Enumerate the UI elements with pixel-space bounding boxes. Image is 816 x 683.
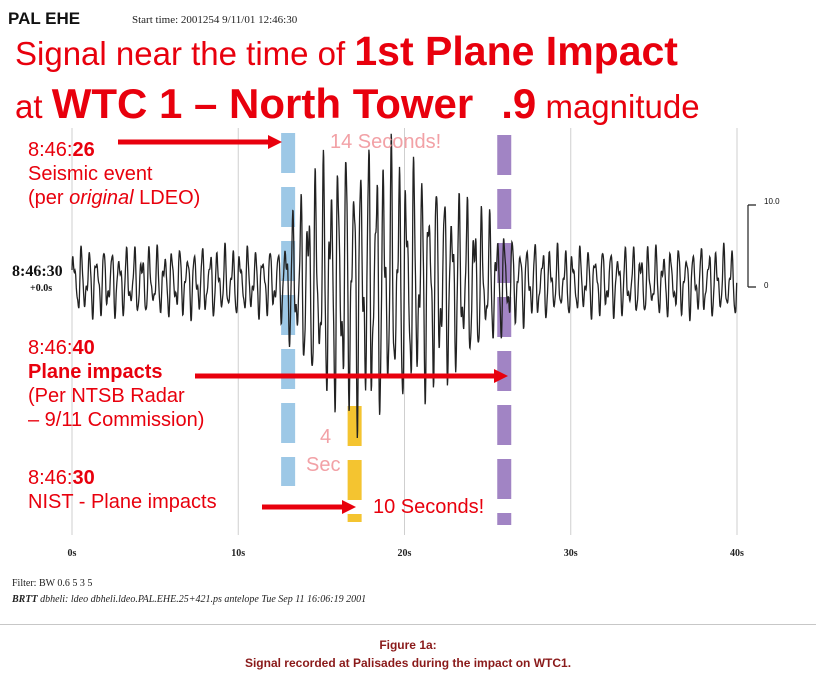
arrow-ntsb-impact-head <box>494 369 508 383</box>
headline-line-1: Signal near the time of 1st Plane Impact <box>15 28 678 74</box>
trace-start-time: 8:46:30 <box>12 263 63 280</box>
annotation-seismic-event: 8:46:26 Seismic event (per original LDEO… <box>28 139 201 209</box>
station-label: PAL EHE <box>8 9 81 28</box>
headline-line-2: at WTC 1 – North Tower .9 magnitude <box>15 80 700 127</box>
figure-title: Figure 1a: <box>379 638 437 652</box>
filter-label: Filter: BW 0.6 5 3 5 <box>12 578 93 589</box>
interval-10-seconds: 10 Seconds! <box>373 496 485 518</box>
x-tick-label-2: 20s <box>398 548 412 559</box>
divider <box>0 624 816 625</box>
figure-caption: Signal recorded at Palisades during the … <box>244 656 572 670</box>
trace-offset: +0.0s <box>30 283 53 294</box>
brtt-label: BRTT dbheli: ldeo dbheli.ldeo.PAL.EHE.25… <box>12 594 367 605</box>
annotation-ntsb-impact: 8:46:40 Plane impacts (Per NTSB Radar – … <box>28 337 205 431</box>
seismic-trace <box>71 133 738 439</box>
x-tick-label-3: 30s <box>564 548 578 559</box>
arrow-nist-impact-head <box>342 500 356 514</box>
scale-bottom-label: 0 <box>764 281 769 290</box>
interval-sec-label: Sec <box>306 454 341 476</box>
annotation-nist-impact: 8:46:30 NIST - Plane impacts <box>28 467 217 513</box>
interval-4-label: 4 <box>320 426 332 448</box>
arrow-seismic-event-head <box>268 135 282 149</box>
scale-top-label: 10.0 <box>764 197 780 206</box>
amplitude-scale-bar <box>747 204 756 288</box>
x-tick-label-0: 0s <box>68 548 77 559</box>
start-time: Start time: 2001254 9/11/01 12:46:30 <box>132 14 298 26</box>
x-tick-label-1: 10s <box>231 548 245 559</box>
interval-14-seconds: 14 Seconds! <box>330 131 442 153</box>
x-tick-label-4: 40s <box>730 548 744 559</box>
